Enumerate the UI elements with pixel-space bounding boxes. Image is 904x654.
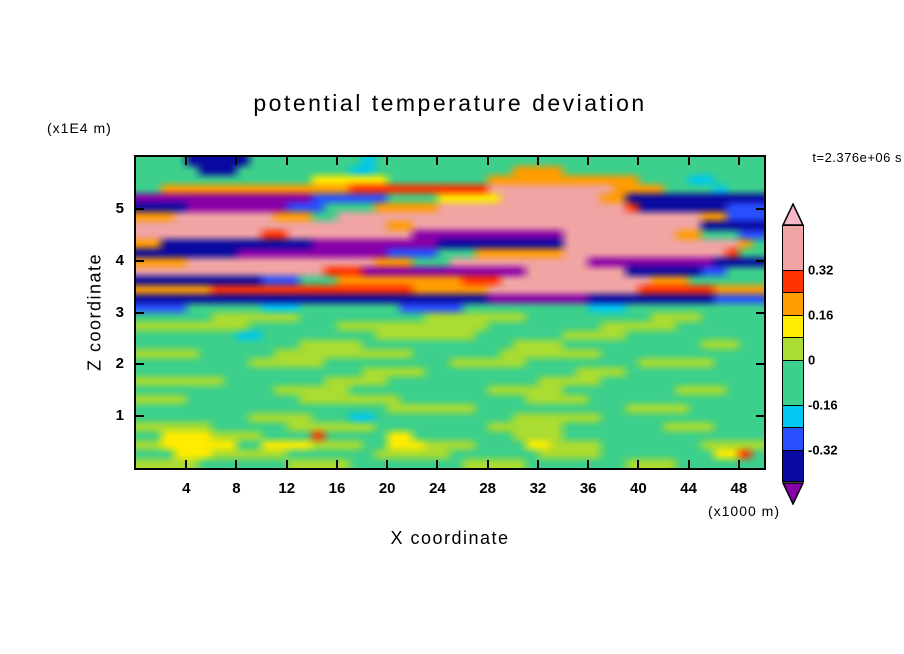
x-tick-label: 4 [182, 480, 191, 497]
y-axis-units: (x1E4 m) [47, 120, 112, 136]
axis-tick [486, 460, 489, 468]
x-tick-label: 16 [328, 480, 346, 497]
axis-tick [436, 157, 439, 165]
y-tick-label: 2 [115, 355, 124, 373]
axis-tick [756, 207, 764, 210]
axis-tick [756, 259, 764, 262]
y-tick-label: 1 [115, 407, 124, 425]
axis-tick [335, 460, 338, 468]
x-tick-label: 24 [429, 480, 446, 497]
axis-tick [136, 363, 144, 366]
plot-title: potential temperature deviation [253, 90, 647, 116]
colorbar-label: -0.16 [808, 397, 838, 413]
x-tick-label: 32 [529, 480, 547, 497]
axis-tick [436, 460, 439, 468]
axis-tick [687, 460, 690, 468]
axis-tick [536, 157, 539, 165]
colorbar-cell [783, 361, 803, 406]
y-tick-label: 3 [115, 303, 124, 321]
x-tick-label: 28 [479, 480, 497, 497]
axis-tick [756, 311, 764, 314]
colorbar-label: 0.16 [808, 307, 834, 323]
x-tick-label: 44 [680, 480, 697, 497]
colorbar-label: 0.32 [808, 262, 834, 278]
axis-tick [285, 157, 288, 165]
time-annotation: t=2.376e+06 s [812, 150, 902, 165]
colorbar-cell [783, 271, 803, 293]
contour-field-canvas [136, 157, 764, 468]
y-tick-label: 5 [115, 199, 124, 217]
axis-tick [335, 157, 338, 165]
colorbar-cell [783, 406, 803, 428]
axis-tick [587, 460, 590, 468]
x-axis-units: (x1000 m) [707, 503, 780, 519]
x-tick-label: 48 [730, 480, 748, 497]
axis-tick [737, 157, 740, 165]
axis-tick [136, 207, 144, 210]
colorbar-cells [782, 225, 804, 482]
axis-tick [587, 157, 590, 165]
x-tick-label: 40 [630, 480, 647, 497]
axis-tick [687, 157, 690, 165]
axis-tick [386, 157, 389, 165]
colorbar-cell [783, 338, 803, 361]
colorbar-label: 0 [808, 352, 816, 368]
axis-tick [737, 460, 740, 468]
x-axis-title: X coordinate [390, 528, 510, 548]
axis-tick [185, 460, 188, 468]
plot-frame [134, 155, 766, 470]
axis-tick [235, 157, 238, 165]
colorbar-cell [783, 451, 803, 481]
colorbar-cell [783, 293, 803, 316]
axis-tick [536, 460, 539, 468]
axis-tick [486, 157, 489, 165]
axis-tick [285, 460, 288, 468]
y-tick-label: 4 [115, 251, 124, 269]
x-tick-label: 36 [579, 480, 597, 497]
axis-tick [637, 460, 640, 468]
colorbar-cell [783, 316, 803, 338]
colorbar-down-arrow-icon [782, 482, 804, 505]
x-tick-label: 20 [378, 480, 396, 497]
axis-tick [185, 157, 188, 165]
x-tick-label: 8 [232, 480, 241, 497]
axis-tick [235, 460, 238, 468]
colorbar-cell [783, 226, 803, 271]
colorbar-up-arrow-icon [782, 203, 804, 226]
colorbar-label: -0.32 [808, 442, 838, 458]
axis-tick [136, 259, 144, 262]
x-tick-label: 12 [278, 480, 296, 497]
axis-tick [756, 415, 764, 418]
axis-tick [136, 311, 144, 314]
axis-tick [386, 460, 389, 468]
axis-tick [756, 363, 764, 366]
axis-tick [637, 157, 640, 165]
axis-tick [136, 415, 144, 418]
colorbar-cell [783, 428, 803, 451]
